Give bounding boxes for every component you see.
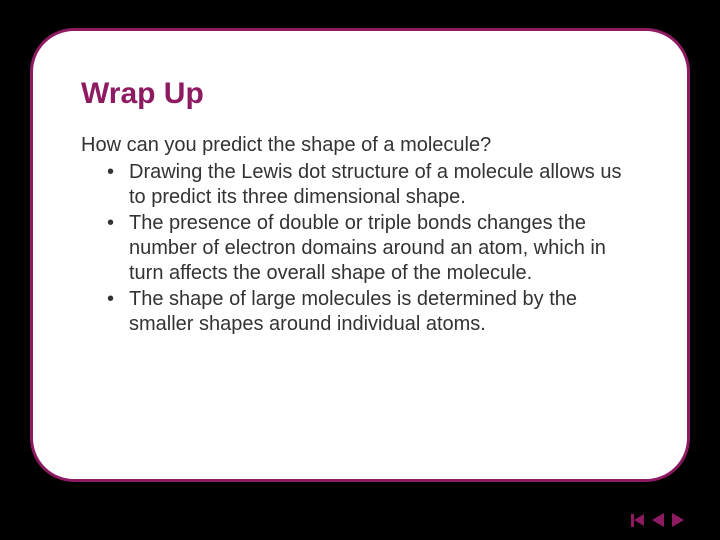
list-item: The presence of double or triple bonds c… bbox=[107, 211, 639, 286]
nav-controls bbox=[631, 513, 684, 527]
prev-icon[interactable] bbox=[652, 513, 664, 527]
bullet-list: Drawing the Lewis dot structure of a mol… bbox=[81, 160, 639, 337]
list-item: Drawing the Lewis dot structure of a mol… bbox=[107, 160, 639, 210]
slide-question: How can you predict the shape of a molec… bbox=[81, 133, 639, 158]
skip-back-icon[interactable] bbox=[631, 514, 644, 527]
slide-card: Wrap Up How can you predict the shape of… bbox=[30, 28, 690, 482]
next-icon[interactable] bbox=[672, 513, 684, 527]
list-item: The shape of large molecules is determin… bbox=[107, 287, 639, 337]
slide-title: Wrap Up bbox=[81, 77, 639, 111]
